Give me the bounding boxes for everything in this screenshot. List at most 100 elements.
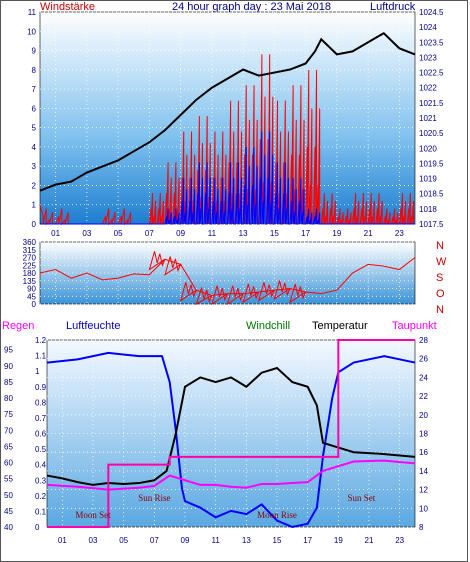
luftfeuchte-tick: 40	[4, 523, 13, 532]
x-tick: 17	[301, 229, 310, 238]
temperatur-tick: 26	[419, 355, 428, 364]
x-tick: 01	[58, 536, 67, 545]
regen-tick: 1.1	[35, 352, 47, 361]
annotation-sun-set: Sun Set	[347, 493, 375, 503]
direction-tick: 315	[23, 246, 37, 255]
luftdruck-line	[39, 31, 416, 192]
regen-axis: 0 0.1 0.2 0.3 0.4 0.5 0.6 0.7 0.8 0.9 1 1.1 1.2	[35, 336, 47, 532]
y-left-tick: 6	[32, 104, 37, 113]
x-tick: 03	[82, 229, 91, 238]
annotation-sun-rise: Sun Rise	[138, 493, 170, 503]
y-right-tick: 1020	[419, 144, 437, 153]
x-tick: 13	[242, 536, 251, 545]
y-right-tick: 1023.5	[419, 38, 444, 47]
y-right-tick: 1019	[419, 175, 437, 184]
luftdruck-label: Luftdruck	[370, 1, 416, 13]
y-right-tick: 1022.5	[419, 69, 444, 78]
y-left-tick: 3	[32, 162, 37, 171]
y-right-tick: 1019.5	[419, 159, 444, 168]
y-left-tick: 4	[32, 143, 37, 152]
x-tick: 03	[89, 536, 98, 545]
regen-tick: 0.4	[35, 461, 47, 470]
x-tick: 07	[145, 229, 154, 238]
luftfeuchte-tick: 65	[4, 442, 13, 451]
annotation-moon-set: Moon Set	[75, 510, 111, 520]
direction-tick: 90	[27, 285, 36, 294]
taupunkt-line	[46, 459, 416, 491]
y-left-tick: 2	[32, 181, 37, 190]
y-left-tick: 0	[32, 220, 37, 229]
top-x-axis: 01 03 05 07 09 11 13 15 17 19 21 23	[51, 229, 404, 238]
y-left-tick: 11	[28, 8, 37, 17]
top-series	[39, 31, 416, 226]
y-right-tick: 1020.5	[419, 129, 444, 138]
x-tick: 09	[176, 229, 185, 238]
top-plot-area	[39, 11, 416, 225]
regen-line	[47, 339, 415, 528]
luftfeuchte-tick: 55	[4, 475, 13, 484]
bottom-series	[46, 339, 416, 529]
x-tick: 21	[365, 536, 374, 545]
temperatur-tick: 28	[419, 336, 428, 345]
temperatur-tick: 16	[419, 448, 428, 457]
luftfeuchte-tick: 45	[4, 507, 13, 516]
windstaerke-axis: 0 1 2 3 4 5 6 7 8 9 10 11	[27, 8, 36, 229]
regen-tick: 0.8	[35, 398, 47, 407]
direction-tick: 360	[23, 238, 37, 247]
x-tick: 09	[181, 536, 190, 545]
luftfeuchte-tick: 90	[4, 362, 13, 371]
temperatur-tick: 22	[419, 392, 428, 401]
y-left-tick: 10	[27, 27, 36, 36]
luftfeuchte-tick: 70	[4, 426, 13, 435]
temperatur-tick: 14	[419, 467, 428, 476]
x-tick: 23	[395, 536, 404, 545]
wind-direction-line	[39, 251, 416, 306]
regen-tick: 1.2	[35, 336, 47, 345]
wind-line	[40, 131, 415, 225]
x-tick: 15	[270, 229, 279, 238]
luftfeuchte-label: Luftfeuchte	[66, 320, 120, 332]
y-left-tick: 9	[32, 47, 37, 56]
direction-tick: 45	[27, 292, 36, 301]
temperatur-tick: 20	[419, 411, 428, 420]
regen-tick: 0.6	[35, 430, 47, 439]
x-tick: 21	[364, 229, 373, 238]
x-tick: 19	[332, 229, 341, 238]
x-tick: 19	[334, 536, 343, 545]
x-tick: 23	[395, 229, 404, 238]
direction-tick: 180	[23, 269, 37, 278]
regen-tick: 0.5	[35, 445, 47, 454]
x-tick: 17	[303, 536, 312, 545]
y-right-tick: 1021	[419, 114, 437, 123]
sun-moon-annotations: Sun Rise Moon Set Moon Rise Sun Set	[75, 493, 375, 520]
temperatur-label: Temperatur	[312, 320, 368, 332]
y-left-tick: 1	[32, 201, 37, 210]
compass-label: N	[436, 240, 444, 252]
x-tick: 15	[273, 536, 282, 545]
x-tick: 13	[239, 229, 248, 238]
windchill-label: Windchill	[246, 320, 290, 332]
bottom-x-axis: 01 03 05 07 09 11 13 15 17 19 21 23	[58, 536, 405, 545]
y-right-tick: 1023	[419, 53, 437, 62]
luftfeuchte-tick: 95	[4, 346, 13, 355]
windstaerke-label: Windstärke	[40, 1, 95, 13]
compass-label: S	[436, 272, 443, 284]
y-left-tick: 8	[32, 66, 37, 75]
direction-tick: 135	[23, 277, 37, 286]
y-right-tick: 1024	[419, 23, 437, 32]
luftfeuchte-tick: 85	[4, 378, 13, 387]
y-right-tick: 1018	[419, 205, 437, 214]
luftfeuchte-axis: 40 45 50 55 60 65 70 75 80 85 90 95	[4, 346, 13, 532]
luftfeuchte-tick: 60	[4, 459, 13, 468]
x-tick: 05	[114, 229, 123, 238]
y-right-tick: 1018.5	[419, 190, 444, 199]
compass-label: O	[436, 288, 445, 300]
y-right-tick: 1017.5	[419, 220, 444, 229]
temperatur-tick: 10	[419, 504, 428, 513]
regen-tick: 1	[35, 367, 40, 376]
x-tick: 01	[51, 229, 60, 238]
luftfeuchte-line	[46, 351, 416, 529]
